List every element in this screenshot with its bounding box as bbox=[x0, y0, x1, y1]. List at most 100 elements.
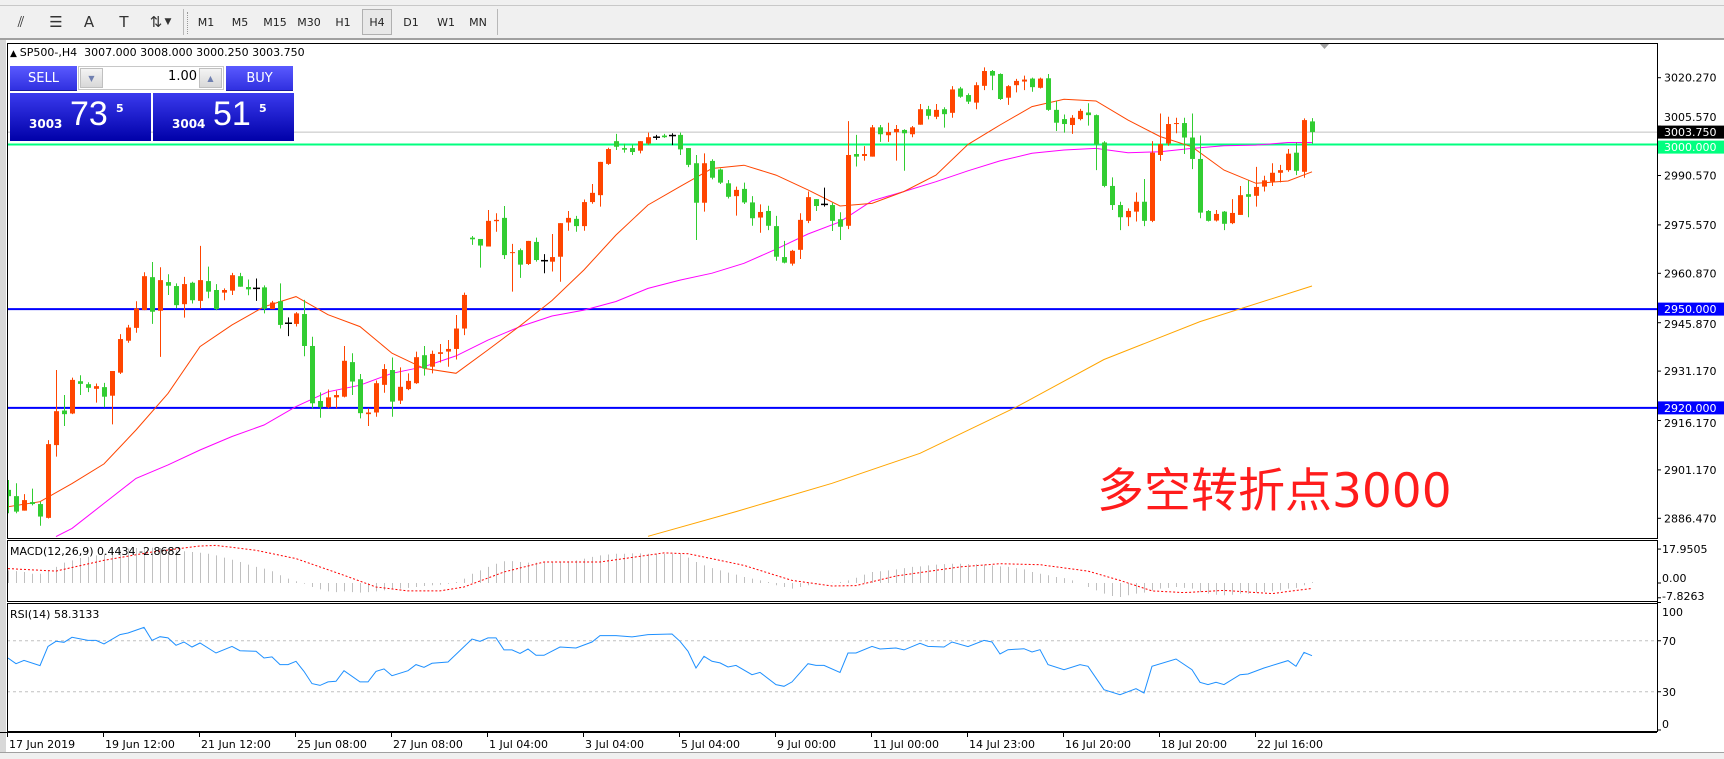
time-axis-label: 11 Jul 00:00 bbox=[873, 738, 939, 751]
period-button-mn[interactable]: MN bbox=[469, 15, 487, 29]
candle bbox=[246, 279, 251, 296]
candle-body bbox=[270, 302, 275, 310]
candle bbox=[998, 73, 1003, 100]
lot-size-input[interactable]: 1.00 bbox=[168, 69, 197, 84]
candle bbox=[1310, 118, 1315, 144]
chart-symbol: SP500-,H4 bbox=[19, 46, 78, 59]
time-axis-label: 25 Jun 08:00 bbox=[297, 738, 367, 751]
candle bbox=[558, 223, 563, 282]
candle bbox=[1030, 77, 1035, 92]
period-button-m5[interactable]: M5 bbox=[231, 15, 249, 29]
candle-body bbox=[502, 217, 507, 256]
candle-body bbox=[606, 149, 611, 164]
candle-body bbox=[510, 252, 515, 254]
candle bbox=[662, 133, 667, 138]
period-button-d1[interactable]: D1 bbox=[403, 15, 419, 29]
candle bbox=[1022, 75, 1027, 91]
candle bbox=[686, 148, 691, 168]
candle-body bbox=[262, 287, 267, 309]
price-axis-label: 3020.270 bbox=[1664, 72, 1717, 85]
candle bbox=[190, 281, 195, 304]
period-button-w1[interactable]: W1 bbox=[437, 15, 455, 29]
sell-price-prefix: 3003 bbox=[29, 117, 63, 131]
text-tool-icon[interactable]: A bbox=[83, 13, 95, 31]
sell-button[interactable]: SELL bbox=[10, 66, 77, 91]
rsi-axis-label: 0 bbox=[1662, 718, 1669, 731]
candle-body bbox=[1094, 115, 1099, 145]
time-axis-label: 16 Jul 20:00 bbox=[1065, 738, 1131, 751]
candle-body bbox=[718, 169, 723, 183]
candle-body bbox=[30, 502, 35, 505]
line-studies-icon[interactable]: ⫽ bbox=[17, 13, 25, 31]
period-button-m1[interactable]: M1 bbox=[197, 15, 215, 29]
time-axis-label: 3 Jul 04:00 bbox=[585, 738, 644, 751]
candle-body bbox=[182, 284, 187, 305]
candle bbox=[726, 180, 731, 199]
chart-shift-marker-icon bbox=[1320, 44, 1329, 49]
candle bbox=[510, 243, 515, 292]
candle bbox=[1102, 141, 1107, 188]
lot-increase-button[interactable]: ▲ bbox=[199, 68, 222, 88]
text-label-icon[interactable]: T bbox=[119, 13, 129, 31]
candle-body bbox=[1046, 78, 1051, 110]
candle bbox=[878, 125, 883, 142]
candle-body bbox=[614, 141, 619, 147]
period-button-m15[interactable]: M15 bbox=[263, 15, 287, 29]
candle-body bbox=[1150, 152, 1155, 221]
candle-body bbox=[1310, 121, 1315, 133]
candle bbox=[150, 262, 155, 324]
sell-price-fraction: 5 bbox=[116, 102, 124, 115]
candle-body bbox=[398, 386, 403, 401]
period-button-m30[interactable]: M30 bbox=[297, 15, 321, 29]
candle bbox=[966, 93, 971, 104]
time-axis-label: 19 Jun 12:00 bbox=[105, 738, 175, 751]
candle-body bbox=[646, 137, 651, 144]
candle-body bbox=[302, 314, 307, 346]
candle bbox=[742, 182, 747, 205]
candle-body bbox=[294, 313, 299, 324]
price-axis-label: 2931.170 bbox=[1664, 365, 1717, 378]
candle-body bbox=[662, 135, 667, 138]
candle-body bbox=[134, 308, 139, 328]
price-axis-label: 2960.870 bbox=[1664, 267, 1717, 280]
candle bbox=[734, 186, 739, 216]
candle bbox=[1150, 141, 1155, 223]
lot-decrease-button[interactable]: ▼ bbox=[80, 68, 103, 88]
buy-price-button[interactable]: 3004 51 5 bbox=[153, 93, 294, 141]
candle bbox=[230, 272, 235, 295]
candle-body bbox=[942, 109, 947, 115]
rsi-plot bbox=[8, 626, 1657, 696]
main-pane-frame bbox=[7, 43, 1658, 539]
toolbar-grip[interactable] bbox=[187, 12, 190, 34]
sell-price-button[interactable]: 3003 73 5 bbox=[10, 93, 151, 141]
candle bbox=[1006, 85, 1011, 105]
fibonacci-icon[interactable]: ☰ bbox=[49, 13, 63, 31]
buy-button[interactable]: BUY bbox=[226, 66, 293, 91]
candle-body bbox=[246, 287, 251, 290]
candle bbox=[1230, 199, 1235, 225]
period-button-h1[interactable]: H1 bbox=[335, 15, 351, 29]
price-axis-label: 2916.170 bbox=[1664, 417, 1717, 430]
period-button-h4[interactable]: H4 bbox=[362, 9, 392, 35]
rsi-label: RSI(14) 58.3133 bbox=[10, 608, 99, 621]
candle bbox=[630, 144, 635, 155]
candle bbox=[206, 266, 211, 299]
moving-average-fast-line bbox=[8, 98, 1313, 508]
candle bbox=[86, 382, 91, 393]
candle-body bbox=[1158, 144, 1163, 155]
candle-body bbox=[710, 160, 715, 178]
candle-body bbox=[926, 109, 931, 116]
candle bbox=[1270, 163, 1275, 186]
macd-axis-label: -7.8263 bbox=[1662, 590, 1704, 603]
candle-body bbox=[1238, 195, 1243, 215]
candle bbox=[198, 245, 203, 309]
candle bbox=[454, 315, 459, 360]
arrows-icon[interactable]: ⇅ bbox=[149, 13, 163, 31]
candle bbox=[302, 299, 307, 357]
candle bbox=[1294, 142, 1299, 176]
candle-body bbox=[1110, 185, 1115, 206]
candle-body bbox=[94, 386, 99, 389]
arrows-dropdown-icon[interactable]: ▼ bbox=[164, 17, 172, 27]
candle bbox=[1110, 177, 1115, 210]
